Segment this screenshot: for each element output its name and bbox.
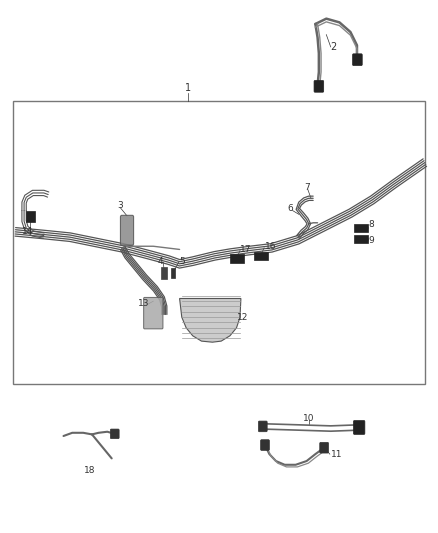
FancyBboxPatch shape: [120, 215, 134, 245]
Text: 2: 2: [331, 42, 337, 52]
Text: 14: 14: [22, 228, 33, 236]
FancyBboxPatch shape: [314, 80, 324, 92]
FancyBboxPatch shape: [261, 440, 269, 450]
Text: 1: 1: [185, 83, 191, 93]
Text: 17: 17: [240, 245, 251, 254]
Text: 13: 13: [138, 300, 149, 308]
Text: 5: 5: [180, 257, 185, 265]
FancyBboxPatch shape: [353, 54, 362, 66]
Text: 16: 16: [265, 242, 276, 251]
Text: 12: 12: [237, 313, 248, 321]
Text: 10: 10: [303, 414, 314, 423]
FancyBboxPatch shape: [353, 421, 365, 434]
FancyBboxPatch shape: [110, 429, 119, 439]
Text: 6: 6: [287, 205, 293, 213]
Polygon shape: [180, 298, 241, 342]
Bar: [230, 254, 244, 263]
Text: 8: 8: [369, 221, 374, 229]
Bar: [354, 224, 368, 232]
Text: 9: 9: [369, 237, 374, 245]
Text: 4: 4: [158, 257, 163, 265]
Bar: [26, 211, 35, 222]
Text: 3: 3: [117, 201, 124, 209]
FancyBboxPatch shape: [144, 297, 163, 329]
Text: 18: 18: [84, 466, 95, 474]
Text: 11: 11: [331, 450, 342, 458]
Bar: [354, 235, 368, 243]
Bar: [13, 101, 425, 384]
Bar: [161, 267, 167, 279]
Bar: [171, 268, 175, 278]
FancyBboxPatch shape: [258, 421, 267, 432]
FancyBboxPatch shape: [320, 442, 328, 453]
Bar: [254, 252, 268, 260]
Text: 7: 7: [304, 183, 310, 192]
